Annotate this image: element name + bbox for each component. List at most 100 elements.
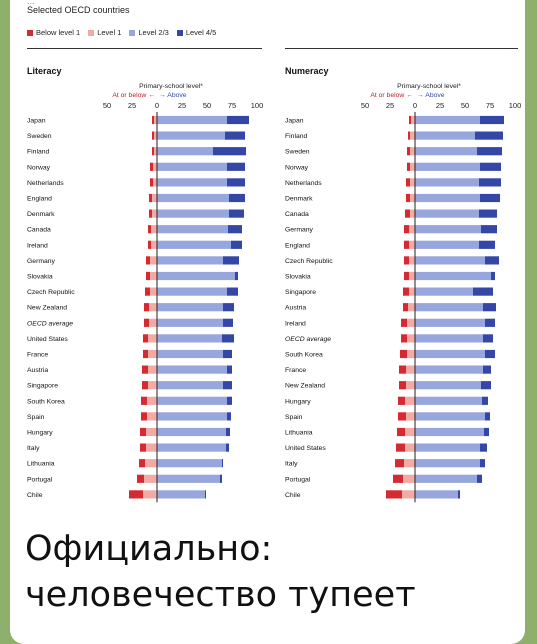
bar-segment-level-2-3-germany [415, 225, 481, 234]
message-card: ... Selected OECD countries Below level … [10, 0, 525, 644]
x-tick-label: 25 [386, 101, 394, 110]
bar-segment-below-level-1-portugal [137, 474, 144, 483]
category-label-denmark: Denmark [285, 196, 313, 203]
bar-segment-level-1-singapore [409, 287, 415, 296]
bar-segment-below-level-1-chile [386, 490, 402, 499]
figure-subtitle: Selected OECD countries [27, 5, 130, 15]
bar-segment-level-4-5-chile [458, 490, 460, 499]
category-label-france: France [285, 367, 306, 374]
bar-segment-level-1-austria [408, 303, 415, 312]
bar-segment-below-level-1-ireland [401, 318, 407, 327]
category-label-czech-republic: Czech Republic [285, 258, 333, 265]
bar-segment-level-2-3-sweden [415, 147, 477, 156]
bar-segment-level-1-slovakia [150, 271, 157, 281]
bar-segment-level-2-3-lithuania [157, 459, 222, 468]
bar-segment-level-4-5-sweden [477, 147, 502, 156]
category-label-slovakia: Slovakia [285, 274, 311, 281]
bar-segment-level-1-hungary [146, 427, 157, 437]
bar-segment-level-1-germany [150, 256, 157, 265]
bar-segment-below-level-1-finland [152, 147, 154, 156]
bar-segment-level-1-france [406, 365, 415, 374]
bar-segment-level-2-3-japan [157, 115, 227, 125]
bar-segment-level-2-3-chile [415, 490, 458, 499]
bar-segment-level-2-3-finland [157, 147, 213, 156]
x-tick-label: 50 [103, 101, 111, 110]
bar-segment-below-level-1-new-zealand [399, 381, 406, 390]
literacy-panel: Literacy Primary-school level* At or below… [27, 66, 263, 503]
category-label-ireland: Ireland [285, 320, 306, 327]
category-label-sweden: Sweden [285, 149, 310, 156]
category-label-norway: Norway [27, 164, 51, 171]
bar-segment-level-4-5-denmark [229, 209, 244, 218]
bar-segment-level-4-5-ireland [231, 240, 242, 249]
bar-segment-level-2-3-hungary [157, 427, 226, 437]
legend-swatch [129, 29, 136, 36]
bar-segment-level-2-3-denmark [415, 193, 480, 203]
bar-segment-below-level-1-norway [407, 162, 410, 171]
bar-segment-level-4-5-singapore [473, 287, 493, 296]
axis-direction-left: At or below ← [112, 92, 155, 99]
bar-segment-level-4-5-england [229, 193, 245, 203]
bar-segment-level-1-netherlands [410, 178, 415, 187]
bar-segment-level-2-3-norway [157, 162, 227, 171]
bar-segment-level-4-5-portugal [477, 474, 482, 483]
bar-segment-level-1-japan [411, 115, 415, 125]
bar-segment-below-level-1-denmark [149, 209, 152, 218]
bar-segment-level-2-3-netherlands [415, 178, 479, 187]
legend-item-level-4-5: Level 4/5 [176, 28, 216, 37]
bar-segment-below-level-1-oecd-average [401, 334, 407, 343]
bar-segment-level-2-3-singapore [415, 287, 473, 296]
bar-segment-level-4-5-sweden [225, 131, 245, 140]
bar-segment-level-2-3-italy [157, 443, 226, 452]
bar-segment-level-1-chile [143, 490, 157, 499]
category-label-lithuania: Lithuania [27, 461, 55, 468]
bar-segment-level-4-5-japan [227, 115, 249, 125]
category-label-south-korea: South Korea [285, 352, 323, 359]
bar-segment-level-1-chile [402, 490, 415, 499]
axis-title: Primary-school level* [139, 83, 203, 90]
bar-segment-below-level-1-ireland [148, 240, 151, 249]
category-label-germany: Germany [285, 227, 314, 234]
bar-segment-level-2-3-france [415, 365, 483, 374]
bar-segment-level-4-5-spain [227, 412, 231, 421]
bar-segment-level-4-5-austria [483, 303, 496, 312]
category-label-austria: Austria [285, 305, 306, 312]
bar-segment-level-4-5-oecd-average [483, 334, 493, 343]
bar-segment-level-4-5-czech-republic [227, 287, 238, 296]
category-label-france: France [27, 352, 48, 359]
bar-segment-level-4-5-oecd-average [223, 318, 233, 327]
bar-segment-level-1-norway [153, 162, 157, 171]
bar-segment-level-4-5-slovakia [235, 271, 238, 281]
bar-segment-level-2-3-czech-republic [157, 287, 227, 296]
category-label-netherlands: Netherlands [27, 180, 64, 187]
bar-segment-below-level-1-hungary [398, 396, 405, 405]
x-tick-label: 75 [486, 101, 494, 110]
category-label-norway: Norway [285, 164, 309, 171]
category-label-ireland: Ireland [27, 242, 48, 249]
bar-segment-level-2-3-italy [415, 459, 480, 468]
caption-line-1: Официально: [25, 529, 273, 569]
bar-segment-level-4-5-new-zealand [481, 381, 491, 390]
bar-segment-level-1-ireland [407, 318, 415, 327]
bar-segment-level-4-5-italy [226, 443, 229, 452]
bar-segment-level-1-england [152, 193, 157, 203]
bar-segment-below-level-1-canada [405, 209, 410, 218]
bar-segment-level-4-5-czech-republic [485, 256, 499, 265]
bar-segment-below-level-1-portugal [393, 474, 403, 483]
panel-title: Literacy [27, 66, 62, 76]
bar-segment-level-1-austria [148, 365, 157, 374]
bar-segment-below-level-1-oecd-average [144, 318, 149, 327]
bar-segment-level-4-5-canada [479, 209, 497, 218]
bar-segment-level-2-3-slovakia [415, 271, 491, 281]
bar-segment-level-1-norway [410, 162, 415, 171]
legend-swatch [27, 29, 33, 36]
category-label-oecd-average: OECD average [27, 320, 73, 327]
category-label-czech-republic: Czech Republic [27, 289, 75, 296]
chart-figure: ... Selected OECD countries Below level … [10, 0, 525, 520]
bar-segment-level-2-3-lithuania [415, 427, 484, 437]
bar-segment-level-2-3-ireland [157, 240, 231, 249]
category-label-england: England [27, 196, 52, 203]
bar-segment-level-2-3-netherlands [157, 178, 227, 187]
bar-segment-below-level-1-norway [150, 162, 153, 171]
bar-segment-level-4-5-slovakia [491, 271, 495, 281]
